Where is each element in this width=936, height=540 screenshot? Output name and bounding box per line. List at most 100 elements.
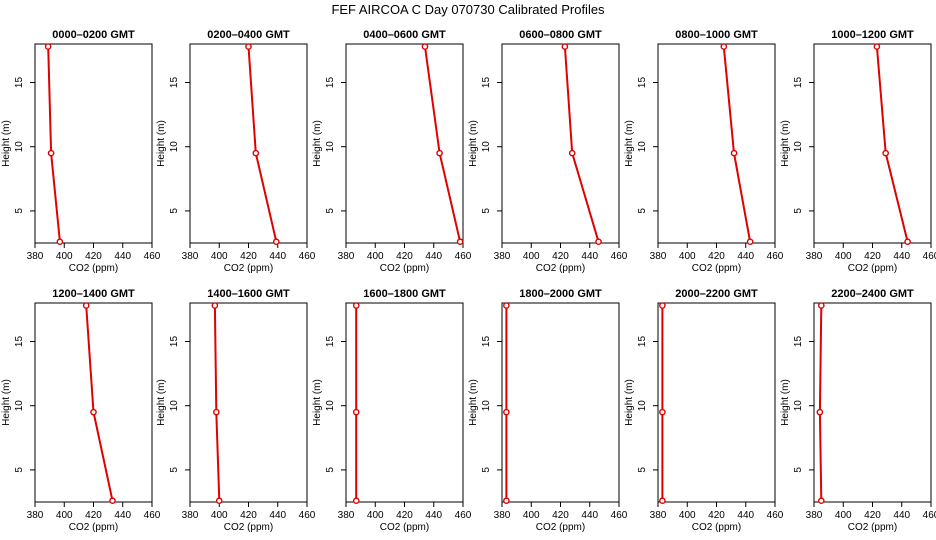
y-tick-label: 10 [14,141,25,153]
data-point [56,238,64,246]
plot-frame [189,302,308,503]
y-tick-label: 10 [169,400,180,412]
x-tick-label: 440 [269,510,286,521]
chart-panel: 1200–1400 GMT 380 400 420 440 460 5 10 15 CO2 (pp… [1,288,161,533]
y-axis-label: Height (m) [624,120,635,167]
data-point [595,238,602,246]
y-tick-label: 5 [14,467,25,473]
chart-panel: 2200–2400 GMT 380 400 420 440 460 5 10 15 CO2 (pp… [780,288,936,533]
x-tick-label: 440 [581,510,598,521]
profile-line [563,46,600,242]
x-tick-label: 380 [338,251,355,262]
y-axis-label: Height (m) [624,379,635,426]
x-tick-label: 460 [144,251,161,262]
y-tick-label: 15 [14,77,25,89]
data-point [818,302,825,309]
x-axis-label: CO2 (ppm) [69,263,118,274]
data-point [659,302,666,309]
data-point [561,43,569,50]
y-tick-label: 10 [793,400,804,412]
data-point [816,408,824,416]
x-axis-label: CO2 (ppm) [224,263,273,274]
plot-frame [813,302,932,503]
y-tick-label: 5 [637,208,648,214]
x-tick-label: 440 [114,251,131,262]
data-point [659,408,666,416]
data-point [352,497,360,505]
data-point [503,497,510,505]
panel-title: 0600–0800 GMT [519,29,602,41]
data-point [503,302,510,309]
x-tick-label: 460 [455,251,472,262]
data-point [818,497,825,505]
data-point [720,43,728,50]
profile-line [85,305,114,501]
x-tick-label: 400 [679,510,696,521]
x-tick-label: 380 [494,251,511,262]
profile-line [424,46,462,242]
x-tick-label: 440 [581,251,598,262]
data-point [352,408,360,416]
x-tick-label: 440 [114,510,131,521]
x-tick-label: 400 [211,510,228,521]
plot-frame [657,302,776,503]
panel-title: 1800–2000 GMT [519,288,602,300]
panel-title: 0000–0200 GMT [52,29,135,41]
x-axis-label: CO2 (ppm) [380,263,429,274]
chart-panel: 0800–1000 GMT 380 400 420 440 460 5 10 15 CO2 (pp… [624,29,784,274]
x-axis-label: CO2 (ppm) [69,522,118,533]
plot-frame [345,43,464,244]
x-tick-label: 400 [679,251,696,262]
data-point [904,238,911,246]
x-tick-label: 440 [269,251,286,262]
profile-line [818,305,823,501]
y-axis-label: Height (m) [1,379,12,426]
x-tick-label: 460 [767,251,784,262]
x-tick-label: 400 [835,251,852,262]
data-point [109,497,116,505]
data-point [90,408,97,416]
x-axis-label: CO2 (ppm) [848,522,897,533]
x-tick-label: 420 [240,510,257,521]
x-tick-label: 380 [182,251,199,262]
data-point [352,302,360,309]
y-tick-label: 5 [481,467,492,473]
y-axis-label: Height (m) [156,120,167,167]
y-tick-label: 5 [325,208,336,214]
y-tick-label: 5 [169,208,180,214]
plot-frame [813,43,932,244]
data-point [47,149,55,157]
y-axis-label: Height (m) [312,379,323,426]
x-tick-label: 440 [893,510,910,521]
y-tick-label: 10 [793,141,804,153]
x-tick-label: 440 [425,251,442,262]
x-tick-label: 420 [396,251,413,262]
x-tick-label: 400 [367,510,384,521]
data-point [252,149,260,157]
x-tick-label: 380 [650,251,667,262]
profile-line [722,46,752,242]
y-tick-label: 10 [169,141,180,153]
x-tick-label: 420 [864,510,881,521]
data-point [746,238,754,246]
x-tick-label: 440 [893,251,910,262]
y-tick-label: 5 [793,208,804,214]
y-axis-label: Height (m) [468,379,479,426]
x-tick-label: 420 [240,251,257,262]
data-point [503,408,510,416]
y-tick-label: 5 [637,467,648,473]
y-tick-label: 15 [637,77,648,89]
y-axis-label: Height (m) [1,120,12,167]
plot-frame [501,43,620,244]
y-tick-label: 10 [14,400,25,412]
x-tick-label: 380 [338,510,355,521]
x-tick-label: 380 [806,251,823,262]
chart-panel: 0000–0200 GMT 380 400 420 440 460 5 10 15 CO2 (pp… [1,29,161,274]
x-tick-label: 380 [650,510,667,521]
x-tick-label: 460 [455,510,472,521]
data-point [44,43,52,50]
y-tick-label: 5 [325,467,336,473]
y-tick-label: 5 [481,208,492,214]
y-axis-label: Height (m) [780,120,791,167]
